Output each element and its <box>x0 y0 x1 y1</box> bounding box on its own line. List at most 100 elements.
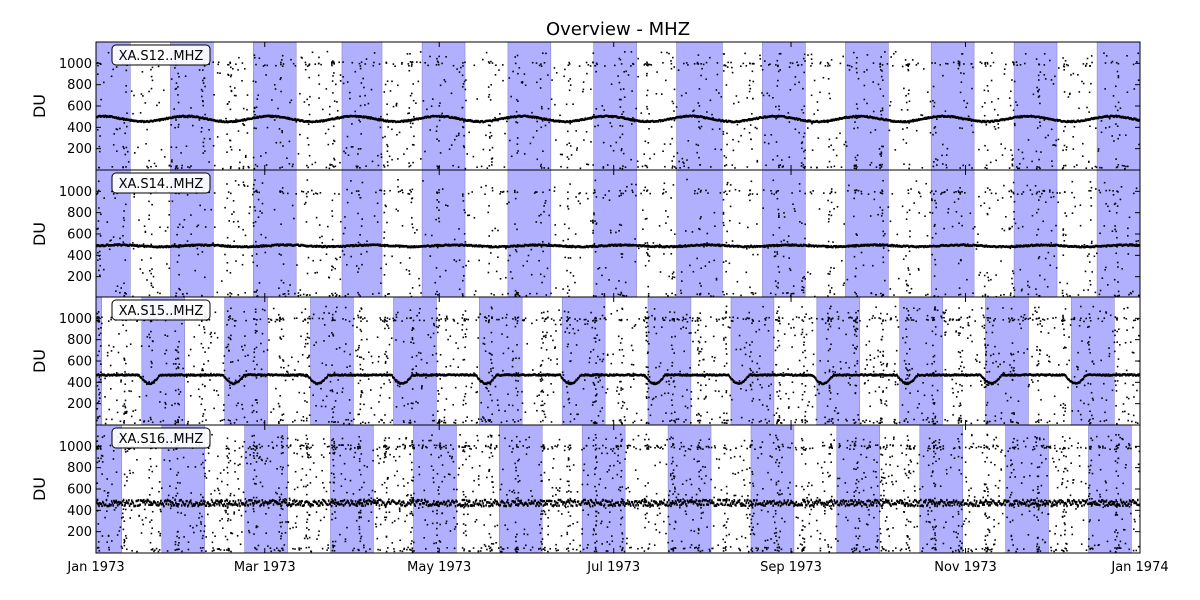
data-point <box>411 143 414 146</box>
data-point <box>388 155 391 158</box>
data-point <box>1043 119 1046 121</box>
data-point <box>1127 165 1129 168</box>
data-point <box>112 68 114 71</box>
data-point <box>335 83 337 86</box>
data-point <box>804 192 806 195</box>
data-point <box>385 244 387 247</box>
data-point <box>1107 284 1109 286</box>
data-point <box>387 164 389 167</box>
data-point <box>256 295 259 297</box>
data-point <box>662 188 665 191</box>
data-point <box>829 64 831 67</box>
data-point <box>870 161 873 164</box>
data-point <box>242 167 245 170</box>
data-point <box>931 212 934 214</box>
data-point <box>1035 167 1038 170</box>
data-point <box>725 241 728 244</box>
data-point <box>246 108 248 111</box>
data-point <box>516 143 519 145</box>
data-point <box>612 149 615 152</box>
data-point <box>494 116 496 119</box>
data-point <box>1076 119 1079 122</box>
data-point <box>984 102 986 104</box>
data-point <box>869 164 871 166</box>
data-point <box>123 210 125 212</box>
data-point <box>198 117 201 120</box>
data-point <box>398 131 401 134</box>
data-point <box>158 120 161 122</box>
data-point <box>867 193 870 195</box>
data-point <box>802 87 804 90</box>
data-point <box>166 226 169 229</box>
data-point <box>908 122 910 124</box>
data-point <box>567 257 570 259</box>
data-point <box>254 221 257 223</box>
data-point <box>299 133 301 136</box>
data-point <box>985 124 988 126</box>
data-point <box>292 163 294 166</box>
data-point <box>543 167 545 169</box>
data-point <box>696 293 698 296</box>
data-point <box>97 64 99 67</box>
data-point <box>461 293 464 295</box>
data-point <box>401 61 403 64</box>
data-point <box>1085 62 1088 65</box>
data-point <box>437 63 440 66</box>
data-point <box>726 143 728 146</box>
data-point <box>458 288 461 291</box>
data-point <box>567 64 570 66</box>
data-point <box>594 115 596 119</box>
data-point <box>915 64 918 66</box>
data-point <box>960 72 962 74</box>
data-point <box>843 223 845 225</box>
data-point <box>631 90 633 92</box>
data-point <box>1049 191 1051 193</box>
data-point <box>810 192 813 195</box>
data-point <box>646 89 649 92</box>
data-point <box>724 65 727 67</box>
data-point <box>489 149 491 151</box>
data-point <box>778 105 780 107</box>
data-point <box>800 142 803 145</box>
data-point <box>550 119 552 122</box>
data-point <box>397 179 399 181</box>
data-point <box>632 63 635 66</box>
night-span <box>762 170 806 298</box>
data-point <box>646 166 649 169</box>
data-point <box>1064 125 1066 128</box>
data-point <box>453 238 456 241</box>
data-point <box>252 80 255 82</box>
data-point <box>905 94 907 97</box>
data-point <box>850 115 853 118</box>
data-point <box>401 63 403 65</box>
data-point <box>226 197 229 200</box>
data-point <box>437 167 439 169</box>
data-point <box>384 245 386 248</box>
data-point <box>430 115 433 118</box>
data-point <box>1009 104 1012 107</box>
data-point <box>126 150 129 153</box>
data-point <box>855 167 857 170</box>
data-point <box>536 81 538 84</box>
data-point <box>620 148 623 150</box>
data-point <box>178 246 180 249</box>
data-point <box>642 244 645 247</box>
data-point <box>383 211 386 214</box>
data-point <box>624 51 626 53</box>
data-point <box>358 293 360 296</box>
data-point <box>881 212 884 215</box>
data-point <box>123 122 126 124</box>
data-point <box>585 131 588 133</box>
data-point <box>856 71 858 74</box>
data-point <box>379 126 382 129</box>
data-point <box>149 270 151 272</box>
data-point <box>643 64 646 66</box>
data-point <box>254 163 257 166</box>
data-point <box>462 83 465 85</box>
data-point <box>687 166 690 169</box>
data-point <box>907 267 909 269</box>
data-point <box>592 52 595 54</box>
data-point <box>190 165 192 167</box>
data-point <box>463 121 465 123</box>
